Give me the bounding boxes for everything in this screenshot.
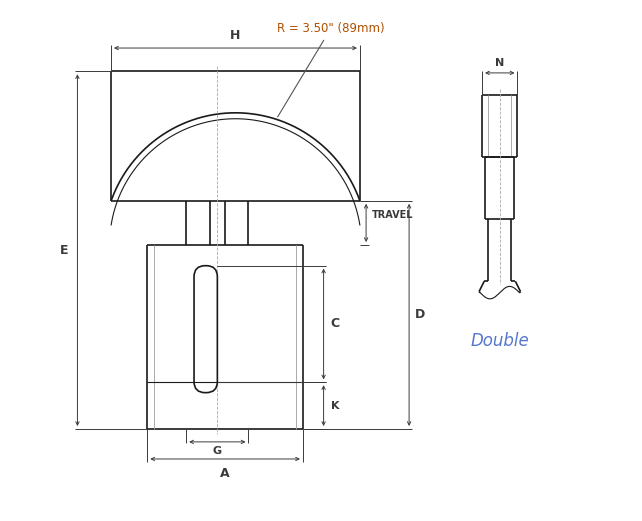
Text: TRAVEL: TRAVEL xyxy=(372,210,414,220)
Text: K: K xyxy=(331,401,339,411)
Text: G: G xyxy=(213,446,222,456)
Text: R = 3.50" (89mm): R = 3.50" (89mm) xyxy=(277,22,385,117)
Text: D: D xyxy=(415,308,426,321)
Text: H: H xyxy=(230,29,241,42)
Text: A: A xyxy=(220,467,230,480)
Text: C: C xyxy=(331,317,340,330)
Text: E: E xyxy=(60,244,69,257)
Text: N: N xyxy=(495,57,505,68)
Text: Double: Double xyxy=(471,332,529,350)
